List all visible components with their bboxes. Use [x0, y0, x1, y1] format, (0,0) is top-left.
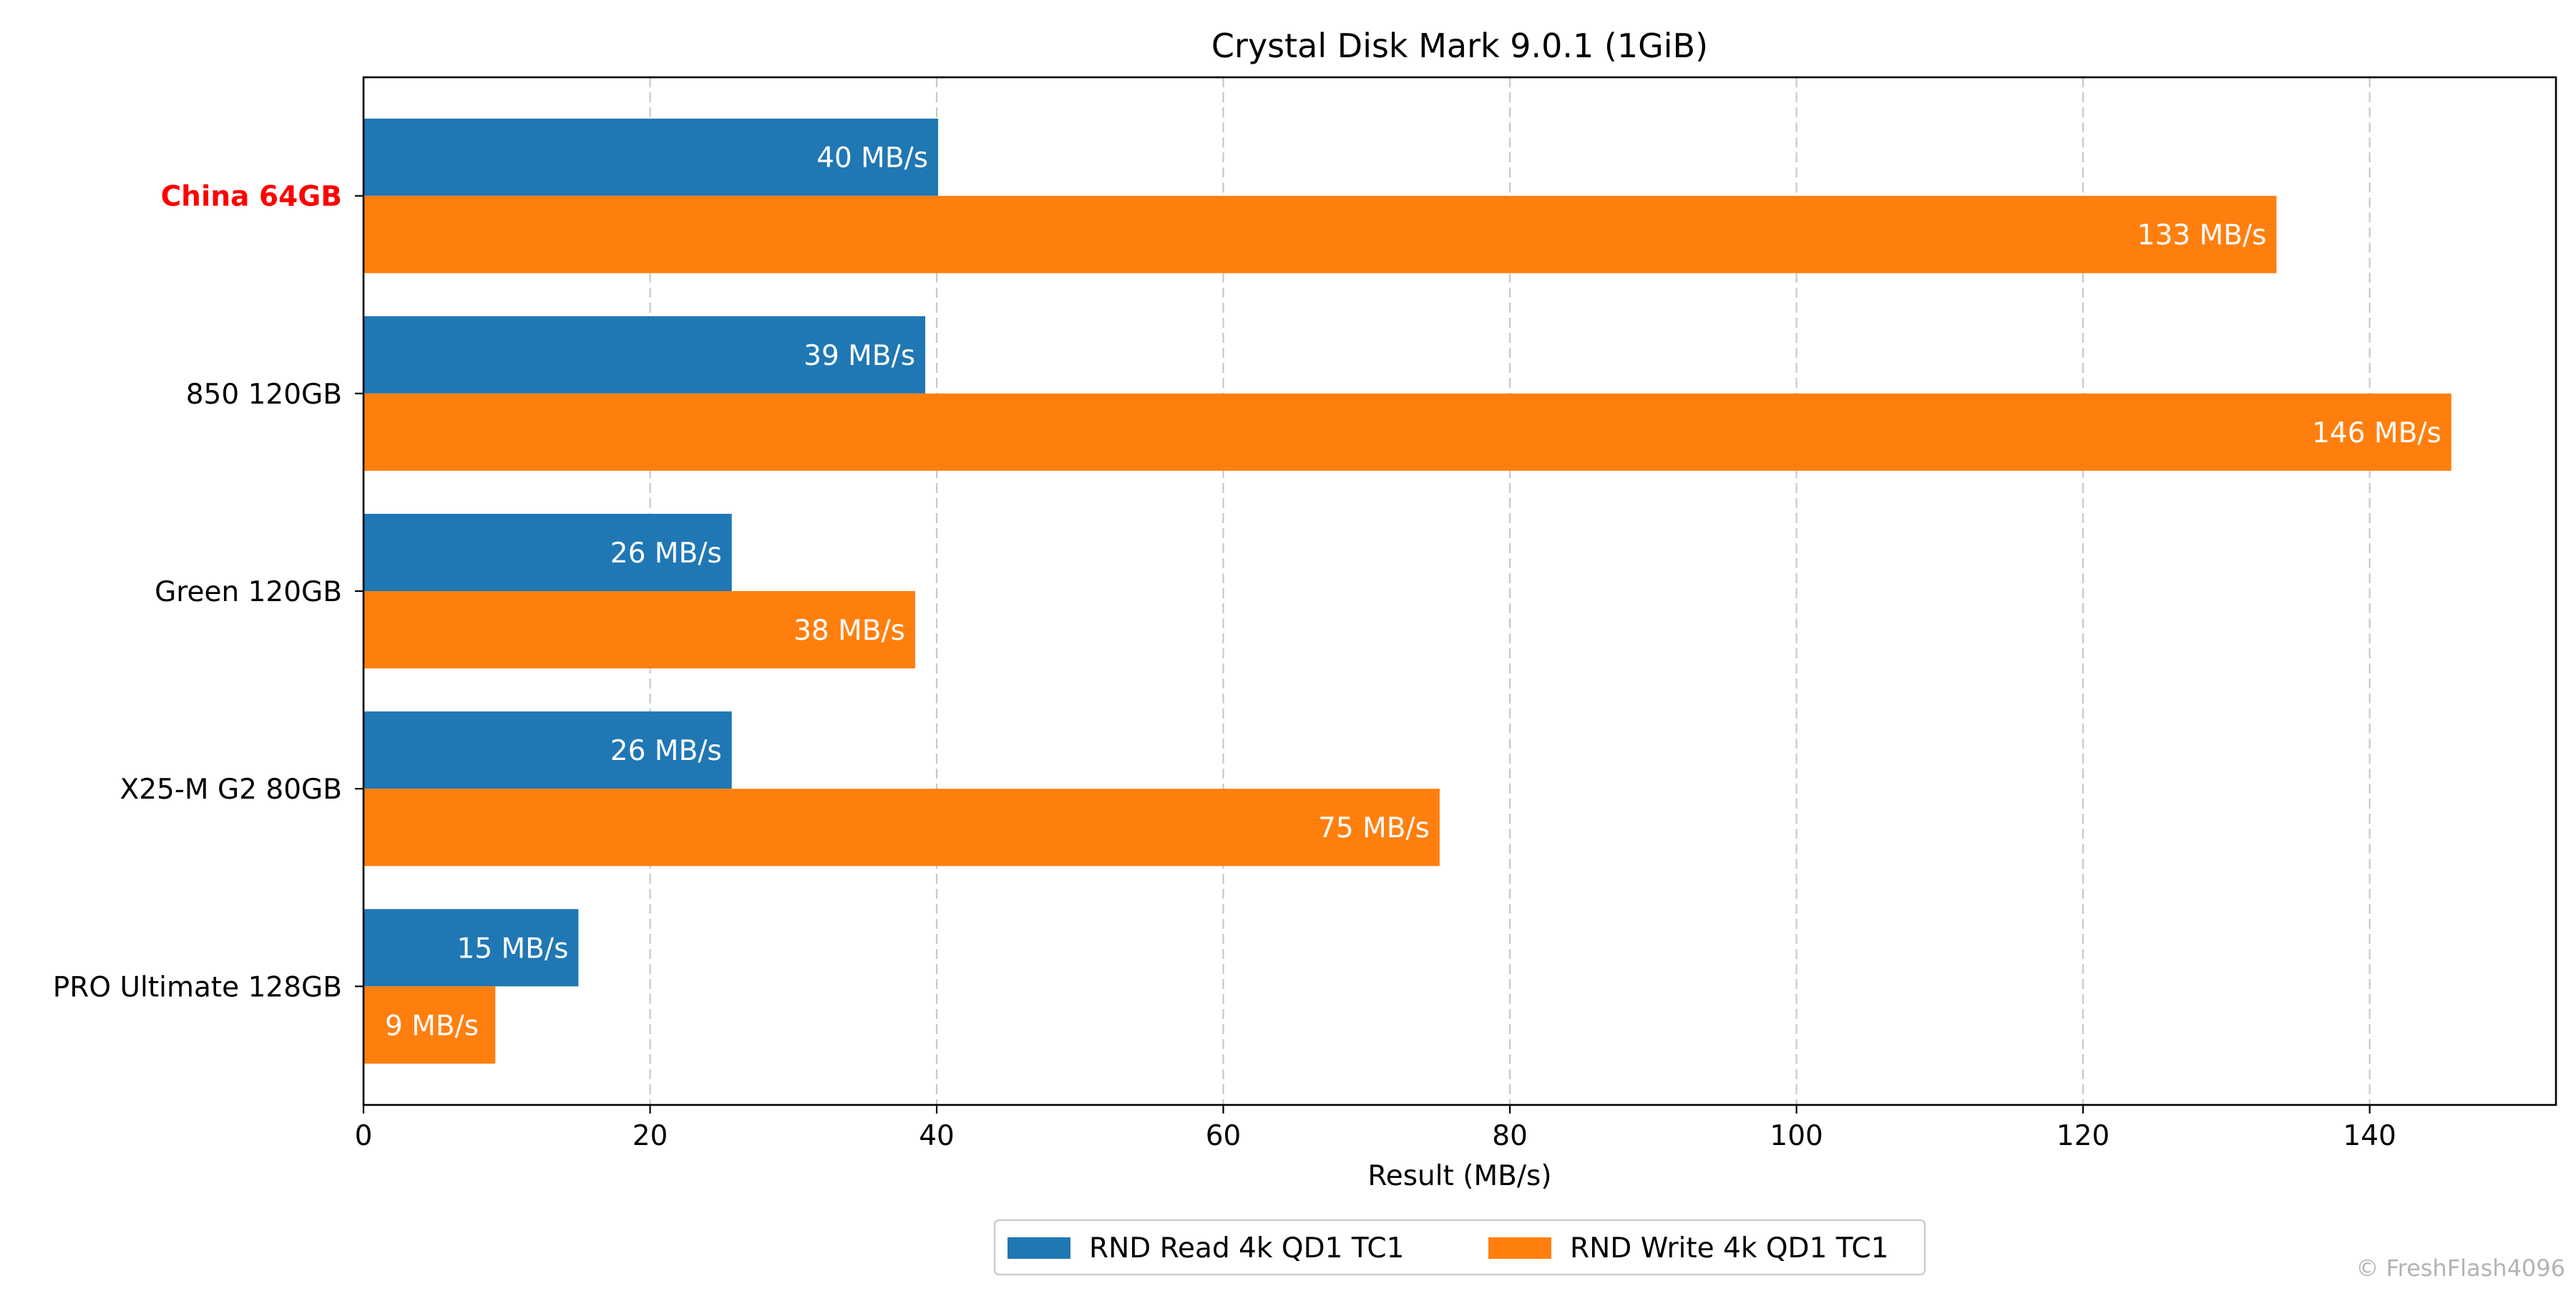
- bar: [364, 393, 2451, 471]
- bar-value-label: 75 MB/s: [1318, 812, 1430, 844]
- bars-layer: [364, 118, 2451, 1064]
- bar-value-label: 26 MB/s: [610, 537, 722, 570]
- y-tick-label: China 64GB: [161, 181, 342, 213]
- legend-swatch: [1488, 1237, 1551, 1259]
- bar: [364, 591, 916, 668]
- bar: [364, 514, 732, 591]
- watermark: © FreshFlash4096: [2356, 1255, 2565, 1282]
- bar-value-label: 38 MB/s: [794, 615, 905, 647]
- bar-value-label: 39 MB/s: [804, 340, 915, 372]
- legend-box: [993, 1219, 1926, 1276]
- x-tick-label: 100: [1770, 1120, 1823, 1152]
- bar-value-label: 133 MB/s: [2137, 220, 2267, 252]
- x-tick-label: 20: [633, 1120, 668, 1152]
- x-tick-label: 0: [355, 1120, 373, 1152]
- bar: [364, 986, 496, 1064]
- y-tick-label: Green 120GB: [155, 576, 342, 608]
- bar-value-labels: 40 MB/s 133 MB/s 39 MB/s 146 MB/s 26 MB/s 38 …: [385, 142, 2441, 1043]
- x-tick-label: 120: [2057, 1120, 2109, 1152]
- x-ticks: 0 20 40 60 80 100 120 140: [355, 1105, 2396, 1152]
- x-tick-label: 140: [2343, 1120, 2396, 1152]
- x-tick-label: 80: [1492, 1120, 1528, 1152]
- bar: [364, 909, 579, 987]
- chart-title: Crystal Disk Mark 9.0.1 (1GiB): [1211, 26, 1708, 65]
- y-tick-label: X25-M G2 80GB: [120, 774, 343, 806]
- x-tick-label: 60: [1206, 1120, 1241, 1152]
- legend-label: RND Read 4k QD1 TC1: [1089, 1232, 1404, 1265]
- bar: [364, 789, 1440, 867]
- bar-value-label: 40 MB/s: [816, 142, 928, 175]
- x-axis-label: Result (MB/s): [1367, 1160, 1551, 1192]
- bar: [364, 195, 2277, 273]
- legend-label: RND Write 4k QD1 TC1: [1570, 1232, 1888, 1265]
- bar-value-label: 15 MB/s: [457, 932, 569, 965]
- y-tick-label: 850 120GB: [186, 379, 342, 411]
- bar: [364, 118, 939, 196]
- bar-value-label: 9 MB/s: [385, 1010, 479, 1042]
- legend-swatch: [1008, 1237, 1070, 1259]
- bar: [364, 316, 926, 394]
- y-tick-label: PRO Ultimate 128GB: [53, 971, 342, 1003]
- x-tick-label: 40: [919, 1120, 955, 1152]
- bar: [364, 711, 732, 789]
- bar-value-label: 146 MB/s: [2312, 417, 2441, 449]
- legend: RND Read 4k QD1 TC1 RND Write 4k QD1 TC1: [993, 1219, 1926, 1276]
- y-ticks: China 64GB 850 120GB Green 120GB X25-M G2 8…: [53, 181, 364, 1003]
- bar-value-label: 26 MB/s: [610, 735, 722, 767]
